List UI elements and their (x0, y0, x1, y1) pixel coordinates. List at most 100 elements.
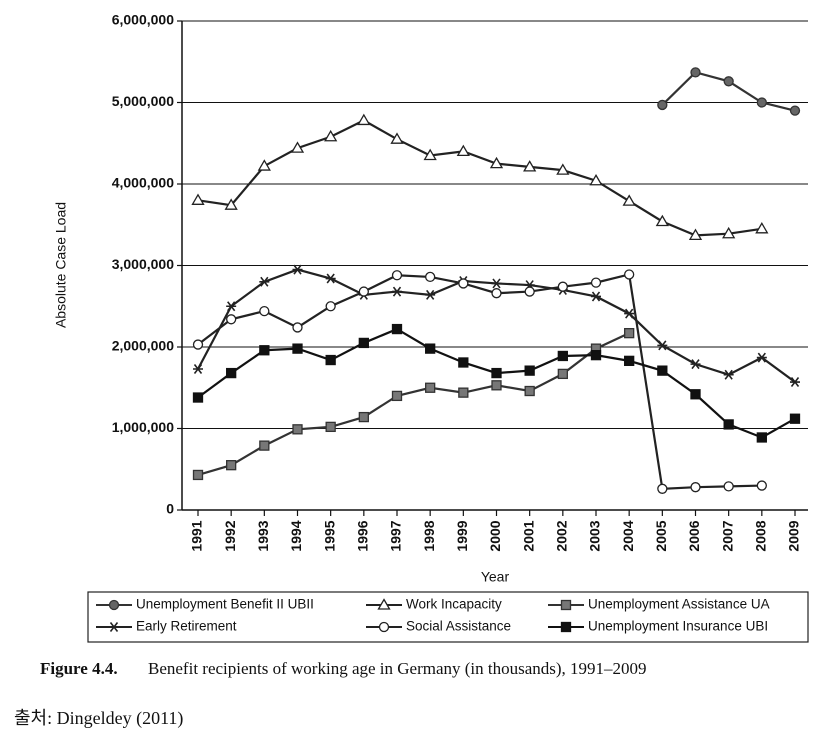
data-point (226, 460, 237, 471)
x-tick-label: 2002 (554, 520, 570, 551)
data-point (259, 345, 270, 356)
data-point (259, 305, 270, 317)
series-line (197, 332, 630, 477)
data-point (193, 364, 203, 374)
data-point (458, 278, 469, 289)
data-point (690, 482, 701, 493)
legend-marker (560, 599, 572, 611)
legend-label: Work Incapacity (406, 597, 502, 612)
caption-label: Figure 4.4. (40, 659, 118, 678)
data-point (423, 148, 437, 161)
x-tick-label: 2005 (653, 520, 669, 551)
data-point (688, 228, 703, 240)
data-point (756, 352, 767, 363)
data-point (224, 198, 238, 210)
data-point (524, 365, 535, 376)
x-tick-label: 2008 (753, 520, 769, 551)
data-point (226, 301, 237, 312)
data-point (226, 314, 237, 325)
data-point (723, 76, 734, 87)
legend-marker (109, 622, 119, 632)
legend-box (87, 591, 809, 643)
x-tick-label: 2000 (487, 520, 503, 551)
data-point (657, 365, 668, 376)
data-point (624, 327, 635, 339)
x-tick-label: 1992 (222, 520, 238, 551)
x-tick-label: 2007 (719, 520, 735, 551)
x-tick-label: 1998 (421, 520, 437, 551)
data-point (226, 367, 237, 379)
data-point (391, 390, 403, 402)
data-point (425, 271, 436, 283)
data-point (524, 286, 535, 297)
legend-label: Unemployment Insurance UBI (588, 619, 768, 634)
data-point (624, 355, 635, 367)
y-tick-label: 2,000,000 (112, 338, 174, 354)
data-point (557, 368, 568, 380)
data-point (290, 141, 305, 153)
data-point (192, 392, 204, 403)
data-point (391, 323, 403, 335)
data-point (723, 369, 734, 380)
data-point (789, 105, 801, 116)
x-tick-label: 2003 (587, 520, 603, 551)
data-point (657, 99, 668, 111)
x-axis-label: Year (481, 569, 510, 585)
data-point (358, 286, 369, 297)
legend-marker (378, 621, 390, 633)
data-point (723, 419, 734, 430)
data-point (690, 359, 701, 370)
data-point (292, 424, 303, 435)
data-point (491, 288, 502, 299)
y-tick-label: 5,000,000 (112, 93, 174, 109)
source: 출처: Dingeldey (2011) (14, 708, 183, 729)
data-point (456, 144, 470, 157)
legend-label: Unemployment Assistance UA (588, 597, 770, 612)
x-tick-label: 1993 (255, 520, 271, 551)
data-point (756, 432, 767, 443)
data-point (590, 277, 602, 288)
data-point (756, 480, 767, 491)
data-point (458, 357, 469, 368)
data-point (292, 343, 303, 354)
legend-label: Early Retirement (136, 619, 237, 634)
data-point (491, 367, 502, 379)
data-point (722, 226, 736, 239)
legend-marker (108, 599, 120, 611)
data-point (622, 194, 636, 206)
y-tick-label: 6,000,000 (112, 12, 174, 28)
data-point (292, 322, 303, 333)
data-point (259, 440, 270, 451)
data-point (789, 413, 801, 424)
data-point (358, 337, 369, 349)
data-point (591, 291, 601, 302)
x-tick-label: 1999 (454, 520, 470, 551)
legend-label: Social Assistance (406, 619, 511, 634)
y-axis-label: Absolute Case Load (53, 202, 69, 328)
series-line (197, 273, 762, 490)
data-point (324, 129, 338, 142)
legend-marker (377, 598, 391, 610)
data-point (358, 411, 369, 423)
data-point (655, 214, 669, 227)
data-point (425, 343, 436, 354)
data-point (489, 156, 504, 169)
data-point (191, 193, 205, 205)
data-point (723, 481, 734, 492)
data-point (690, 67, 701, 78)
data-point (557, 350, 568, 362)
data-point (425, 382, 436, 393)
data-point (192, 339, 204, 350)
data-point (259, 276, 270, 287)
y-tick-label: 0 (166, 501, 174, 517)
data-point (657, 340, 668, 351)
y-tick-label: 1,000,000 (112, 419, 174, 435)
series-line (197, 119, 762, 237)
data-point (523, 160, 537, 172)
data-point (491, 380, 502, 391)
data-point (657, 483, 668, 494)
data-point (755, 222, 769, 234)
data-point (257, 159, 271, 171)
data-point (524, 385, 535, 397)
